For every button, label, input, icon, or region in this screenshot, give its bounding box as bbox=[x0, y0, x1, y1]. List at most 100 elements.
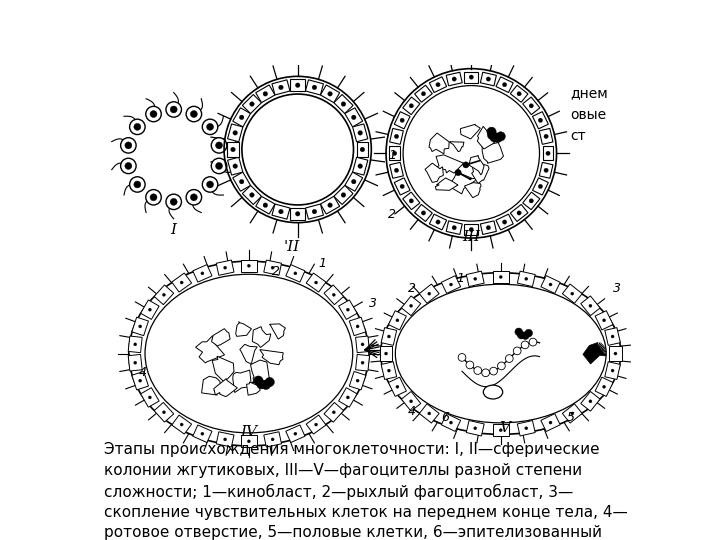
Polygon shape bbox=[480, 72, 496, 86]
Text: 1: 1 bbox=[318, 257, 326, 270]
Circle shape bbox=[121, 138, 136, 153]
Circle shape bbox=[279, 85, 283, 90]
Polygon shape bbox=[581, 392, 600, 411]
Circle shape bbox=[466, 361, 474, 369]
Circle shape bbox=[233, 164, 238, 168]
Polygon shape bbox=[401, 296, 420, 316]
Circle shape bbox=[294, 432, 297, 435]
Circle shape bbox=[170, 106, 177, 113]
Circle shape bbox=[361, 361, 364, 365]
Ellipse shape bbox=[381, 273, 621, 434]
Polygon shape bbox=[334, 185, 353, 205]
Polygon shape bbox=[252, 327, 271, 347]
Circle shape bbox=[469, 75, 474, 79]
Circle shape bbox=[546, 151, 550, 156]
Polygon shape bbox=[324, 285, 343, 305]
Circle shape bbox=[525, 278, 528, 280]
Polygon shape bbox=[233, 370, 251, 393]
Polygon shape bbox=[272, 204, 290, 219]
Polygon shape bbox=[510, 85, 528, 102]
Polygon shape bbox=[523, 192, 540, 210]
Text: 2: 2 bbox=[388, 208, 396, 221]
Circle shape bbox=[134, 123, 141, 130]
Circle shape bbox=[503, 220, 507, 224]
Polygon shape bbox=[264, 432, 282, 447]
Circle shape bbox=[549, 421, 552, 424]
Polygon shape bbox=[533, 112, 549, 129]
Circle shape bbox=[170, 198, 177, 205]
Polygon shape bbox=[496, 77, 513, 92]
Polygon shape bbox=[233, 108, 251, 127]
Polygon shape bbox=[464, 224, 478, 235]
Text: днем: днем bbox=[570, 86, 608, 100]
Circle shape bbox=[409, 104, 413, 108]
Polygon shape bbox=[472, 164, 489, 184]
Circle shape bbox=[207, 181, 214, 188]
Polygon shape bbox=[389, 310, 406, 330]
Circle shape bbox=[529, 338, 537, 346]
Polygon shape bbox=[324, 402, 343, 422]
Circle shape bbox=[332, 411, 336, 414]
Polygon shape bbox=[493, 271, 508, 283]
Circle shape bbox=[315, 281, 318, 284]
Circle shape bbox=[496, 132, 505, 141]
Circle shape bbox=[150, 194, 157, 201]
Circle shape bbox=[499, 429, 503, 431]
Circle shape bbox=[474, 367, 482, 374]
Polygon shape bbox=[132, 317, 148, 336]
Circle shape bbox=[134, 361, 137, 365]
Polygon shape bbox=[214, 379, 238, 396]
Polygon shape bbox=[523, 97, 540, 114]
Polygon shape bbox=[356, 142, 368, 157]
Circle shape bbox=[482, 369, 490, 376]
Polygon shape bbox=[467, 421, 484, 436]
Polygon shape bbox=[353, 157, 368, 175]
Circle shape bbox=[421, 92, 426, 96]
Polygon shape bbox=[305, 204, 323, 219]
Circle shape bbox=[410, 304, 413, 307]
Circle shape bbox=[449, 283, 453, 286]
Circle shape bbox=[611, 369, 614, 372]
Polygon shape bbox=[240, 345, 257, 363]
Circle shape bbox=[392, 151, 397, 156]
Circle shape bbox=[279, 210, 283, 214]
Circle shape bbox=[265, 377, 274, 387]
Polygon shape bbox=[562, 284, 582, 303]
Polygon shape bbox=[128, 354, 142, 371]
Polygon shape bbox=[353, 124, 368, 142]
Circle shape bbox=[490, 133, 499, 142]
Polygon shape bbox=[251, 360, 269, 383]
Circle shape bbox=[436, 83, 440, 87]
Polygon shape bbox=[543, 146, 554, 160]
Circle shape bbox=[487, 130, 497, 140]
Circle shape bbox=[521, 332, 529, 340]
Polygon shape bbox=[128, 336, 142, 353]
Polygon shape bbox=[305, 80, 323, 95]
Circle shape bbox=[428, 292, 431, 295]
Polygon shape bbox=[260, 349, 283, 364]
Circle shape bbox=[515, 328, 523, 336]
Ellipse shape bbox=[395, 284, 606, 423]
Polygon shape bbox=[320, 197, 340, 214]
Circle shape bbox=[351, 115, 356, 120]
Polygon shape bbox=[477, 126, 495, 149]
Circle shape bbox=[145, 106, 161, 122]
Circle shape bbox=[180, 281, 183, 284]
Polygon shape bbox=[132, 372, 148, 390]
Polygon shape bbox=[441, 275, 461, 293]
Circle shape bbox=[498, 362, 505, 370]
Circle shape bbox=[148, 396, 151, 399]
Circle shape bbox=[387, 369, 390, 372]
Circle shape bbox=[253, 376, 263, 385]
Polygon shape bbox=[228, 142, 239, 157]
Ellipse shape bbox=[129, 261, 369, 446]
Circle shape bbox=[215, 142, 222, 149]
Circle shape bbox=[503, 83, 507, 87]
Polygon shape bbox=[172, 415, 192, 434]
Polygon shape bbox=[140, 388, 159, 407]
Polygon shape bbox=[609, 346, 621, 361]
Circle shape bbox=[150, 111, 157, 118]
Circle shape bbox=[346, 308, 349, 311]
Circle shape bbox=[589, 400, 592, 403]
Circle shape bbox=[263, 203, 268, 207]
